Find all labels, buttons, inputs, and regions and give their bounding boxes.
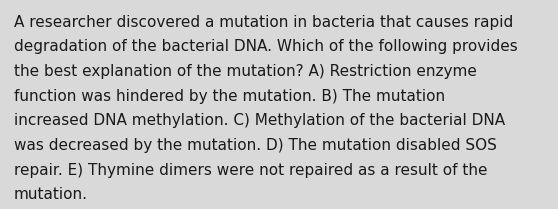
Text: increased DNA methylation. C) Methylation of the bacterial DNA: increased DNA methylation. C) Methylatio… bbox=[14, 113, 505, 128]
Text: function was hindered by the mutation. B) The mutation: function was hindered by the mutation. B… bbox=[14, 89, 445, 104]
Text: the best explanation of the mutation? A) Restriction enzyme: the best explanation of the mutation? A)… bbox=[14, 64, 477, 79]
Text: mutation.: mutation. bbox=[14, 187, 88, 202]
Text: degradation of the bacterial DNA. Which of the following provides: degradation of the bacterial DNA. Which … bbox=[14, 39, 518, 54]
Text: was decreased by the mutation. D) The mutation disabled SOS: was decreased by the mutation. D) The mu… bbox=[14, 138, 497, 153]
Text: repair. E) Thymine dimers were not repaired as a result of the: repair. E) Thymine dimers were not repai… bbox=[14, 163, 488, 178]
Text: A researcher discovered a mutation in bacteria that causes rapid: A researcher discovered a mutation in ba… bbox=[14, 15, 513, 30]
